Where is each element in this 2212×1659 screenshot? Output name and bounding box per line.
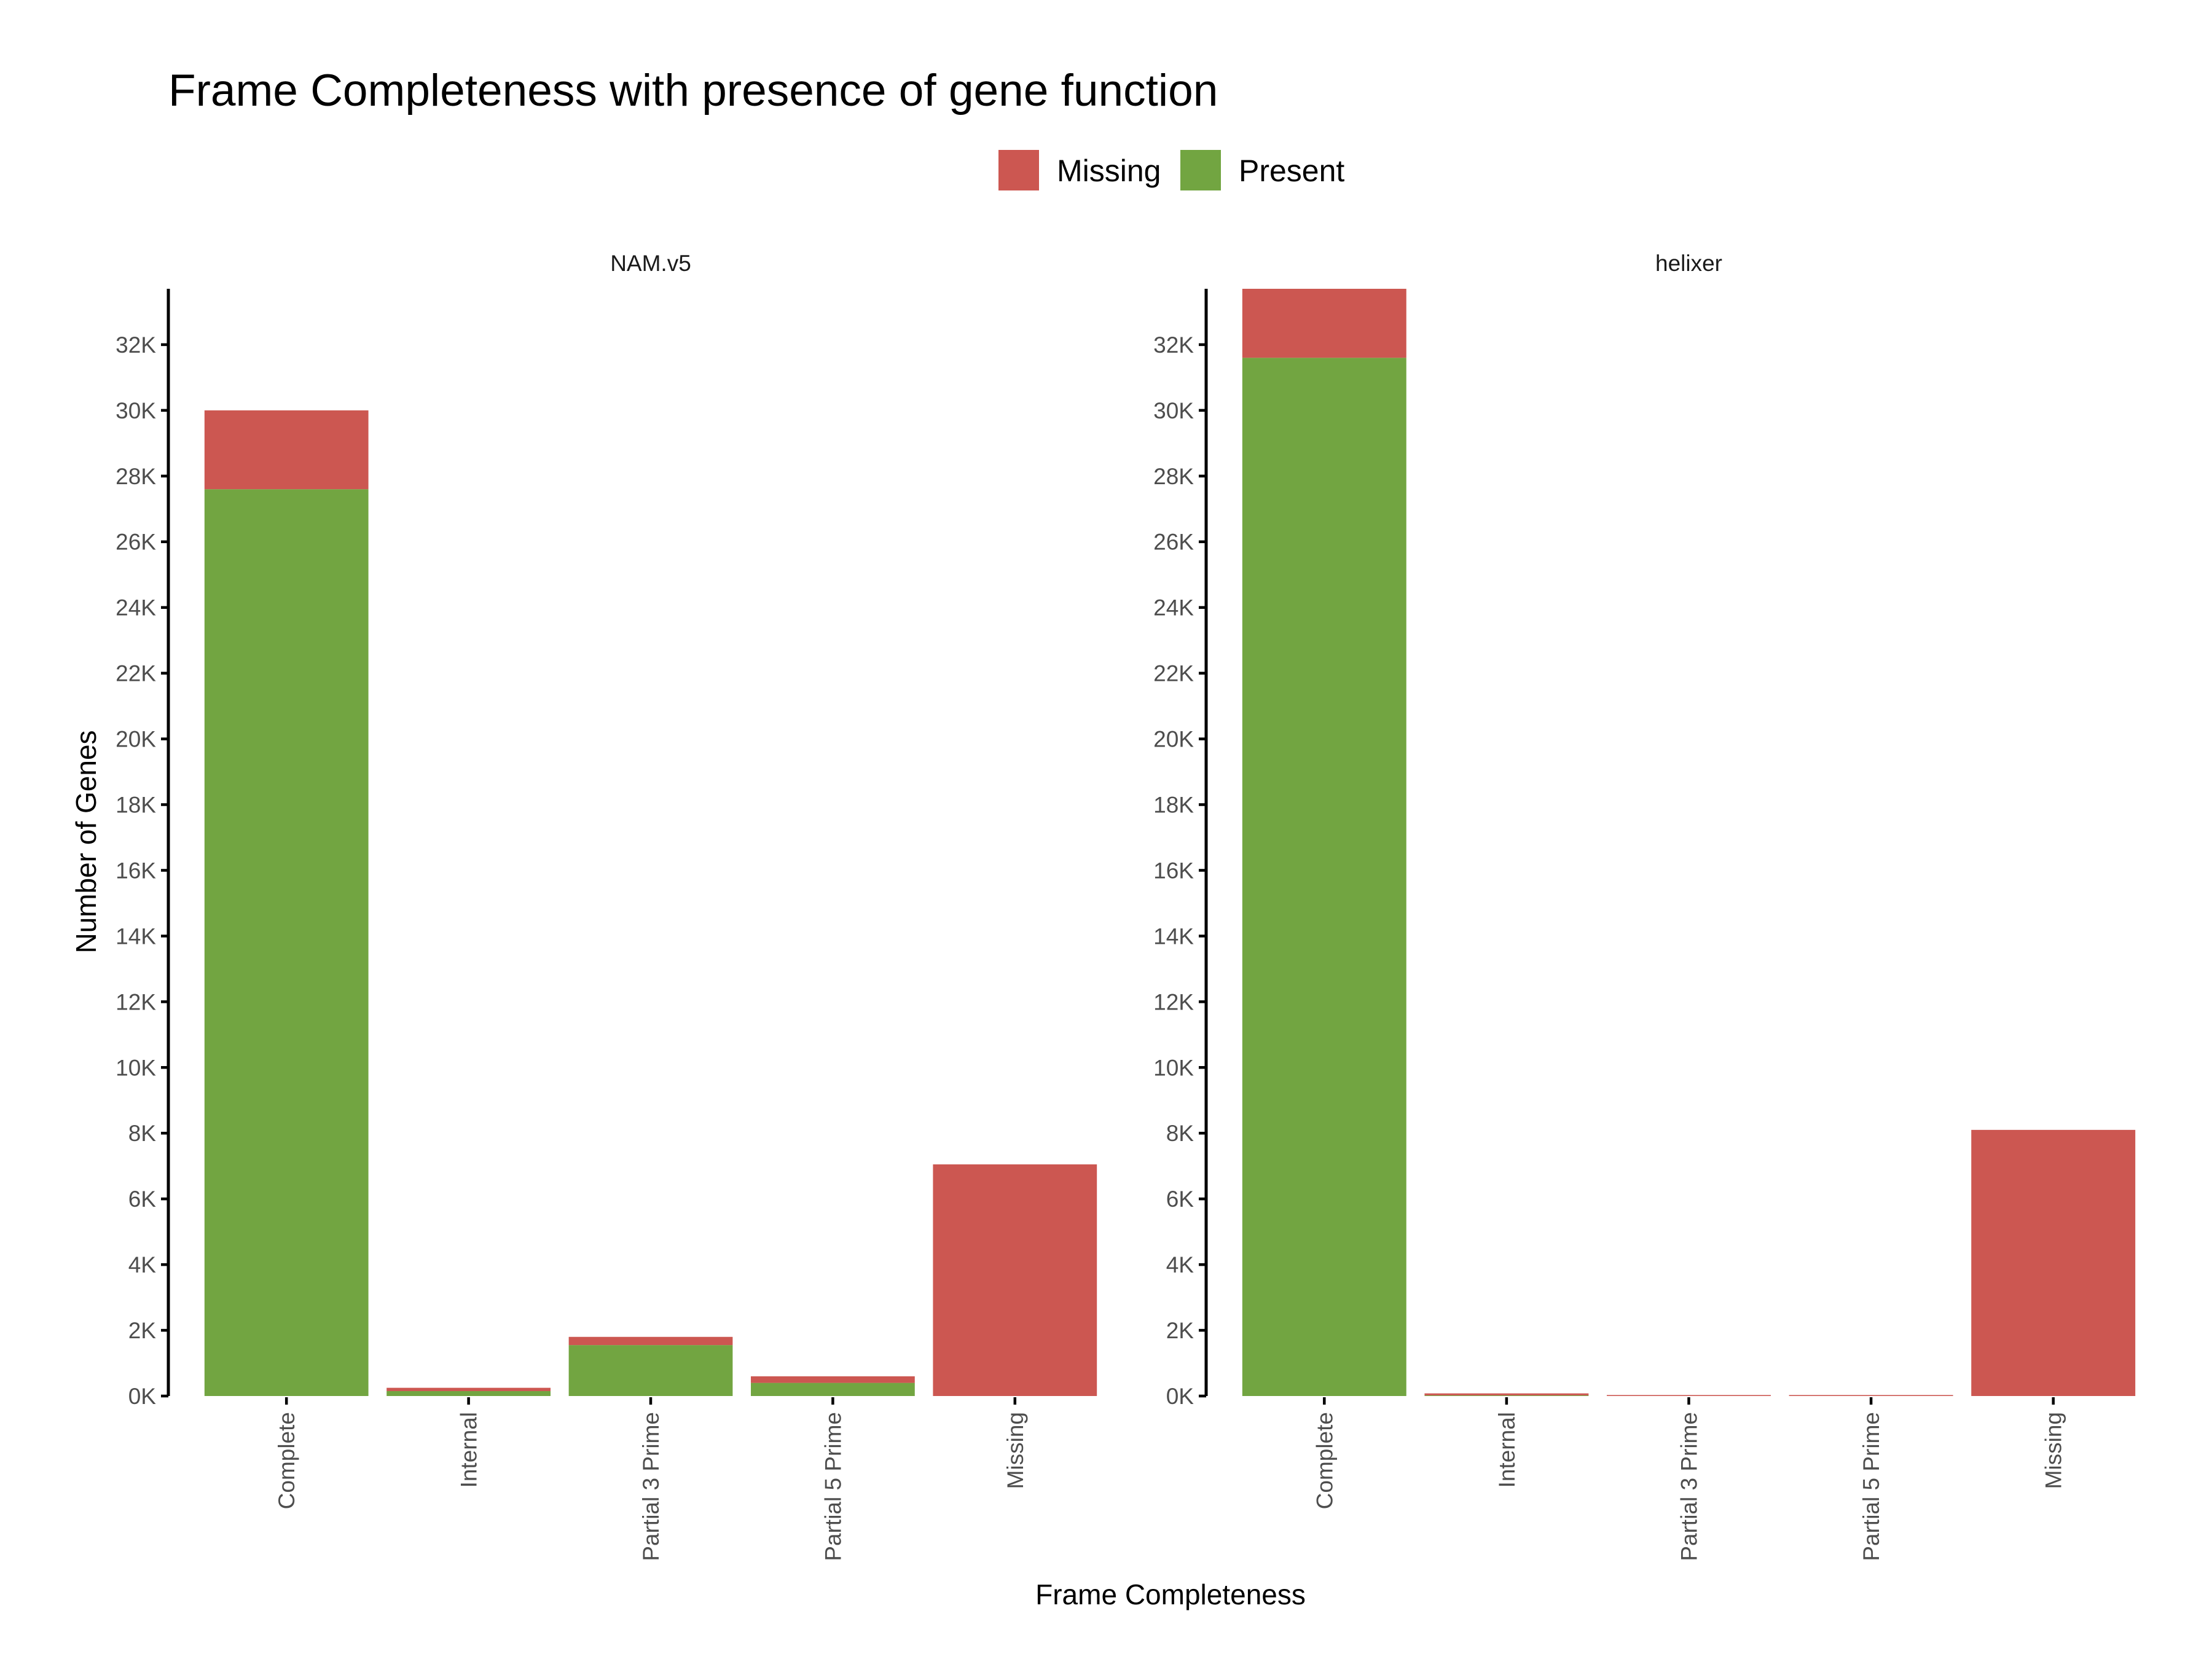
bar-missing-complete [1242, 289, 1406, 358]
bar-missing-internal [1424, 1393, 1589, 1395]
panel-strip-label: helixer [1655, 251, 1722, 276]
x-tick-label: Complete [1312, 1412, 1337, 1509]
y-tick-label: 6K [128, 1186, 157, 1212]
y-tick-label: 14K [116, 924, 156, 949]
y-tick-label: 26K [116, 530, 156, 555]
bar-missing-missing [933, 1164, 1097, 1396]
y-tick-label: 20K [116, 727, 156, 752]
legend: Missing Present [998, 150, 1344, 190]
bar-present-internal [386, 1390, 551, 1396]
y-tick-label: 12K [116, 989, 156, 1014]
legend-label-missing: Missing [1057, 154, 1161, 188]
y-tick-label: 14K [1153, 924, 1194, 949]
bar-present-complete [1242, 358, 1406, 1396]
bar-missing-partial-3-prime [1607, 1395, 1771, 1396]
bar-missing-complete [204, 410, 369, 490]
bar-missing-missing [1971, 1129, 2136, 1396]
chart-title: Frame Completeness with presence of gene… [168, 66, 1218, 116]
bar-present-partial-5-prime [751, 1382, 915, 1396]
x-tick-label: Missing [1003, 1412, 1028, 1489]
legend-label-present: Present [1239, 154, 1344, 188]
x-tick-label: Partial 5 Prime [1859, 1412, 1884, 1561]
y-tick-label: 16K [116, 858, 156, 883]
y-tick-label: 30K [1153, 398, 1194, 423]
y-tick-label: 6K [1166, 1186, 1194, 1212]
bar-missing-partial-5-prime [751, 1376, 915, 1383]
y-tick-label: 18K [116, 793, 156, 818]
legend-swatch-present [1180, 150, 1221, 190]
y-tick-label: 0K [128, 1384, 157, 1409]
y-tick-label: 32K [116, 332, 156, 358]
y-tick-label: 12K [1153, 989, 1194, 1014]
y-tick-label: 2K [128, 1318, 157, 1343]
x-axis-title: Frame Completeness [1035, 1579, 1306, 1610]
y-tick-label: 22K [1153, 661, 1194, 686]
y-tick-label: 18K [1153, 793, 1194, 818]
legend-swatch-missing [998, 150, 1039, 190]
bar-present-complete [204, 489, 369, 1397]
x-tick-label: Internal [1494, 1412, 1520, 1488]
y-tick-label: 24K [116, 595, 156, 621]
y-tick-label: 10K [116, 1055, 156, 1080]
y-tick-label: 4K [128, 1252, 157, 1277]
panel-helixer: helixer Complete Internal Partial 3 Prime Pa… [1153, 251, 2136, 1561]
y-tick-label: 28K [1153, 464, 1194, 489]
y-tick-label: 4K [1166, 1252, 1194, 1277]
y-tick-label: 8K [128, 1121, 157, 1146]
y-tick-label: 16K [1153, 858, 1194, 883]
y-tick-label: 22K [116, 661, 156, 686]
x-tick-label: Partial 3 Prime [638, 1412, 664, 1561]
panel-strip-label: NAM.v5 [610, 251, 691, 276]
bar-missing-partial-3-prime [568, 1336, 733, 1346]
x-tick-label: Partial 3 Prime [1677, 1412, 1702, 1561]
y-tick-label: 8K [1166, 1121, 1194, 1146]
facet-panels: NAM.v5 Complete Internal Partial 3 Prime Par… [116, 251, 2136, 1561]
y-tick-label: 0K [1166, 1384, 1194, 1409]
x-tick-label: Missing [2041, 1412, 2066, 1489]
bar-missing-partial-5-prime [1789, 1395, 1953, 1396]
y-tick-label: 24K [1153, 595, 1194, 621]
y-tick-label: 26K [1153, 530, 1194, 555]
y-tick-label: 20K [1153, 727, 1194, 752]
y-tick-label: 28K [116, 464, 156, 489]
panel-nam-v5: NAM.v5 Complete Internal Partial 3 Prime Par… [116, 251, 1097, 1561]
y-tick-label: 30K [116, 398, 156, 423]
x-tick-label: Partial 5 Prime [820, 1412, 845, 1561]
bar-present-partial-3-prime [568, 1345, 733, 1396]
y-tick-label: 2K [1166, 1318, 1194, 1343]
x-tick-label: Internal [457, 1412, 482, 1488]
bar-missing-internal [386, 1387, 551, 1391]
y-tick-label: 10K [1153, 1055, 1194, 1080]
y-tick-label: 32K [1153, 332, 1194, 358]
bar-present-internal [1424, 1395, 1589, 1396]
y-axis-title: Number of Genes [70, 730, 102, 953]
x-tick-label: Complete [274, 1412, 299, 1509]
